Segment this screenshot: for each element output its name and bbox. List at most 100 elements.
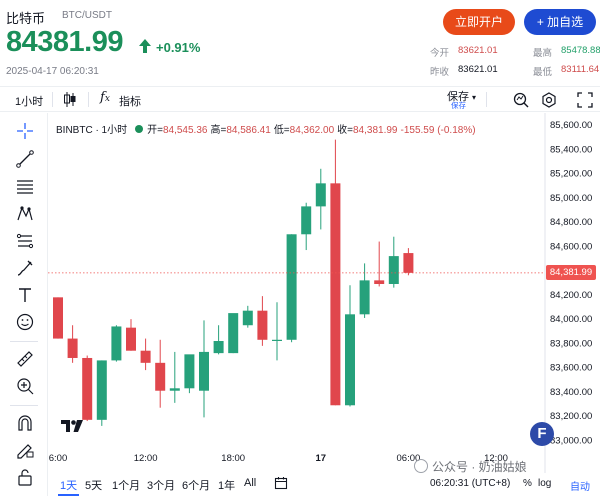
emoji-icon[interactable] <box>15 312 35 332</box>
candle[interactable] <box>67 325 78 363</box>
drawing-toolbar <box>0 113 48 496</box>
x-tick-label: 18:00 <box>221 453 245 464</box>
candle[interactable] <box>53 297 63 339</box>
candle[interactable] <box>140 338 151 371</box>
candle[interactable] <box>403 248 414 276</box>
candle[interactable] <box>184 354 195 394</box>
clock-time[interactable]: 06:20:31 (UTC+8) <box>430 478 511 489</box>
legend-high-value: 84,586.41 <box>226 125 271 136</box>
y-tick-label: 85,600.00 <box>550 120 592 131</box>
fullscreen-icon[interactable] <box>576 91 594 109</box>
candle[interactable] <box>272 302 282 361</box>
tool-divider <box>10 341 38 342</box>
range-button[interactable]: 3个月 <box>147 480 176 492</box>
quote-header: 比特币 BTC/USDT 84381.99 +0.91% 2025-04-17 … <box>0 0 600 86</box>
lock-draw-icon[interactable] <box>15 440 35 460</box>
pattern-icon[interactable] <box>15 204 35 224</box>
candle[interactable] <box>126 319 136 351</box>
price-chart[interactable]: 85,600.00 85,400.00 85,200.00 85,000.00 84,8… <box>48 113 600 496</box>
range-button[interactable]: All <box>244 477 257 489</box>
stat-high-label: 最高 <box>533 48 553 59</box>
range-button[interactable]: 1年 <box>218 480 236 492</box>
fib-icon[interactable] <box>15 177 35 197</box>
stat-prev-label: 昨收 <box>430 67 450 78</box>
settings-gear-icon[interactable] <box>540 91 558 109</box>
y-tick-label: 84,800.00 <box>550 217 592 228</box>
interval-selector[interactable]: 1小时 <box>15 96 44 108</box>
text-icon[interactable] <box>15 285 35 305</box>
stat-open-value: 83621.01 <box>458 45 498 56</box>
candle[interactable] <box>155 339 166 408</box>
toolbar-divider <box>88 92 89 107</box>
indicators-button[interactable]: 指标 <box>119 96 141 108</box>
zoom-in-icon[interactable] <box>15 376 35 396</box>
stat-open: 今开 83621.01 <box>430 45 498 59</box>
candlestick-type-icon[interactable] <box>62 91 78 108</box>
trendline-icon[interactable] <box>15 149 35 169</box>
add-watchlist-button[interactable]: + 加自选 <box>524 9 596 35</box>
ruler-icon[interactable] <box>15 349 35 369</box>
magnet-icon[interactable] <box>15 413 35 433</box>
range-bar: 1天 5天 1个月 3个月 6个月 1年 All 06:20:31 (UTC+8) % lo… <box>48 472 600 496</box>
arrow-up-icon <box>139 39 151 53</box>
chevron-down-icon[interactable]: ▾ <box>472 93 477 102</box>
tradingview-logo-icon <box>61 420 83 432</box>
open-account-button[interactable]: 立即开户 <box>443 9 515 35</box>
candle[interactable] <box>199 320 209 418</box>
y-tick-label: 83,200.00 <box>550 411 592 422</box>
candle[interactable] <box>359 263 370 318</box>
brush-icon[interactable] <box>15 258 35 278</box>
candle[interactable] <box>242 305 253 328</box>
y-tick-label: 83,400.00 <box>550 387 592 398</box>
measure-icon[interactable] <box>15 231 35 251</box>
watermark-text: 公众号 · 奶油姑娘 <box>432 460 527 474</box>
lock-icon[interactable] <box>15 467 35 487</box>
candle[interactable] <box>374 241 385 287</box>
stat-high: 最高 85478.88 <box>533 45 600 59</box>
y-tick-label: 84,600.00 <box>550 241 592 252</box>
range-button[interactable]: 1个月 <box>112 480 141 492</box>
current-price: 84381.99 <box>6 26 123 58</box>
crosshair-icon[interactable] <box>15 121 35 141</box>
candle[interactable] <box>82 355 93 422</box>
legend-close-key: 收= <box>337 125 353 136</box>
candle[interactable] <box>388 236 399 288</box>
log-toggle[interactable]: log <box>538 478 552 489</box>
symbol-label[interactable]: BINBTC · 1小时 <box>56 125 128 136</box>
candle[interactable] <box>286 234 297 343</box>
finance-logo-icon[interactable]: F <box>530 422 554 446</box>
legend-close-value: 84,381.99 <box>353 125 398 136</box>
chart-toolbar: 1小时 fx 指标 保存 保存 ▾ <box>0 86 600 112</box>
legend-low-value: 84,362.00 <box>289 125 335 136</box>
candlestick-plot[interactable]: 85,600.00 85,400.00 85,200.00 85,000.00 84,8… <box>48 113 600 473</box>
stat-prev-value: 83621.01 <box>458 64 498 75</box>
candle[interactable] <box>111 325 122 362</box>
y-tick-label: 85,000.00 <box>550 193 592 204</box>
candle[interactable] <box>228 313 239 354</box>
watermark: 公众号 · 奶油姑娘 <box>414 458 527 475</box>
y-tick-label: 85,400.00 <box>550 144 592 155</box>
percent-toggle[interactable]: % <box>523 478 532 489</box>
calendar-icon[interactable] <box>274 476 288 490</box>
y-tick-label: 83,600.00 <box>550 363 592 374</box>
auto-scale-toggle[interactable]: 自动 <box>570 482 590 493</box>
candle[interactable] <box>257 296 268 346</box>
price-change: +0.91% <box>156 40 201 55</box>
range-button[interactable]: 5天 <box>85 480 103 492</box>
save-button[interactable]: 保存 <box>447 91 469 103</box>
candle[interactable] <box>169 351 180 403</box>
indicators-icon[interactable]: fx <box>100 90 110 105</box>
candle[interactable] <box>96 360 107 426</box>
quick-search-icon[interactable] <box>512 91 530 109</box>
candle[interactable] <box>301 202 312 251</box>
candle[interactable] <box>213 325 224 355</box>
legend-high-key: 高= <box>210 125 227 136</box>
range-button[interactable]: 1天 <box>57 477 80 496</box>
range-button[interactable]: 6个月 <box>182 480 211 492</box>
coin-name: 比特币 <box>6 11 46 26</box>
legend-low-key: 低= <box>273 125 290 136</box>
x-tick-label: 12:00 <box>484 453 508 464</box>
candle[interactable] <box>345 285 355 407</box>
candle[interactable] <box>315 168 326 230</box>
y-tick-label: 83,000.00 <box>550 435 592 446</box>
